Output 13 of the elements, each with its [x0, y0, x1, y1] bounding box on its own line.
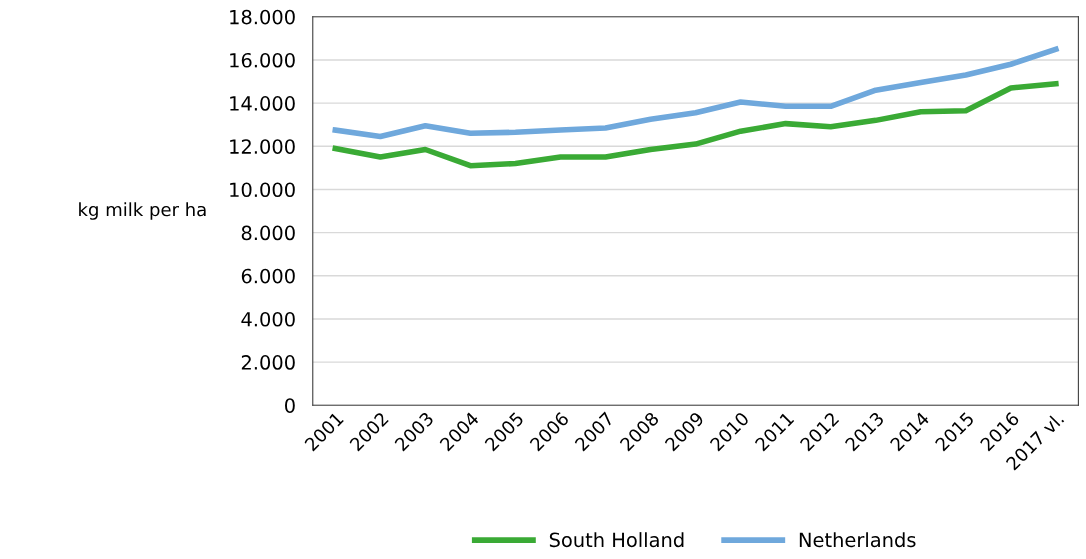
legend-label: Netherlands: [799, 532, 916, 548]
y-axis-title: kg milk per ha: [79, 202, 206, 220]
y-tick-label: 18.000: [230, 9, 295, 25]
y-tick-label: 10.000: [230, 182, 295, 198]
y-tick-label: 6.000: [241, 268, 295, 284]
legend-label: South Holland: [549, 532, 684, 548]
y-tick-label: 4.000: [241, 311, 295, 327]
y-tick-label: 2.000: [241, 355, 295, 370]
y-tick-label: 8.000: [241, 225, 295, 241]
y-tick-label: 16.000: [230, 52, 295, 68]
y-tick-label: 12.000: [230, 139, 295, 154]
y-tick-label: 0: [285, 398, 295, 413]
y-tick-label: 14.000: [230, 96, 295, 111]
